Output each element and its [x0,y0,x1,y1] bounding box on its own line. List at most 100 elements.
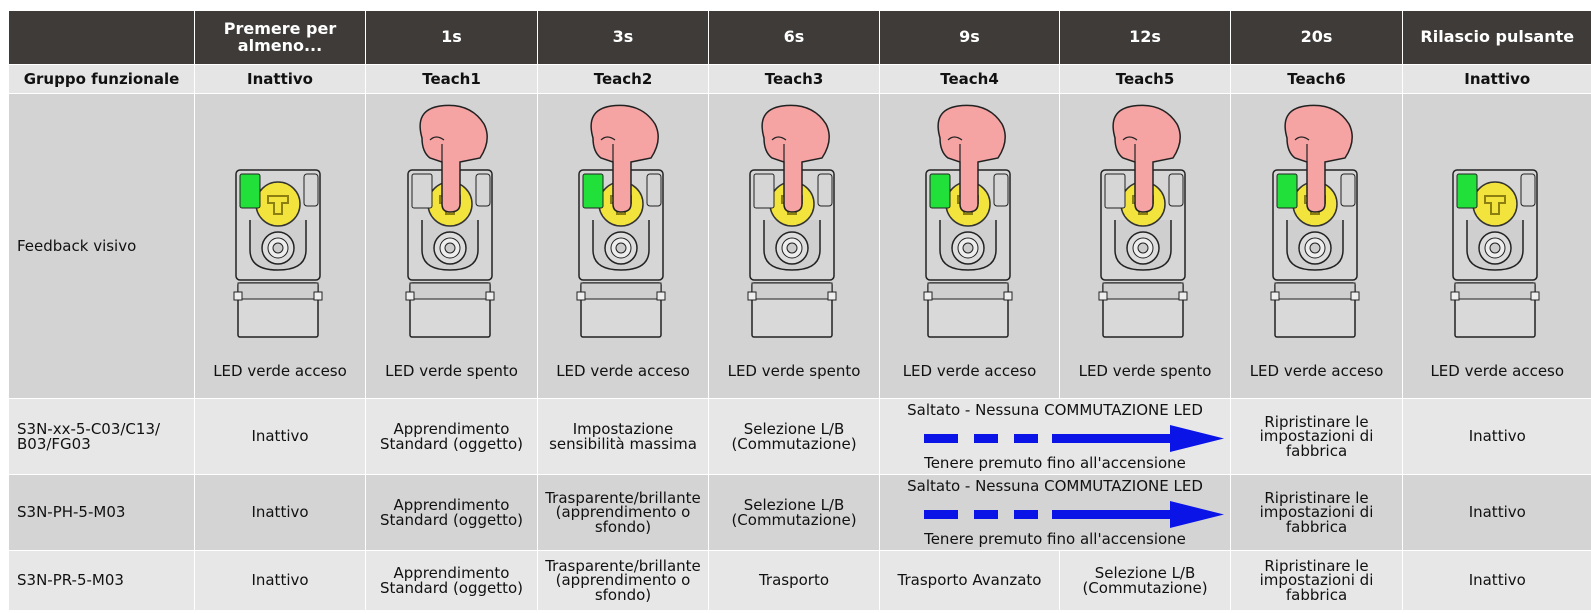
skip-box: Saltato - Nessuna COMMUTAZIONE LED Tenere… [884,476,1226,551]
header-cell: 12s [1059,10,1231,65]
arrow [924,425,1224,452]
subheader-cell: Inattivo [194,64,366,94]
cell: Ripristinare le impostazioni di fabbrica [1230,474,1403,551]
feedback-cell: LED verde spento [1059,93,1231,399]
skip-cell: Saltato - Nessuna COMMUTAZIONE LED Tenere… [879,474,1231,551]
subheader-cell: Inattivo [1402,64,1591,94]
feedback-caption: LED verde acceso [1430,362,1565,380]
arrow-head [1170,501,1224,528]
subheader-cell: Teach6 [1230,64,1403,94]
header-cell: 9s [879,10,1060,65]
led [1456,173,1478,209]
row-label: S3N-xx-5-C03/C13/ B03/FG03 [8,398,195,475]
cell: Trasparente/brillante (apprendimento o s… [537,550,709,610]
cell: Selezione L/B (Commutazione) [1059,550,1231,610]
subheader-cell: Teach5 [1059,64,1231,94]
header-cell: 20s [1230,10,1403,65]
cell: Inattivo [1402,550,1591,610]
row-label: S3N-PH-5-M03 [8,474,195,551]
feedback-caption: LED verde spento [1078,362,1212,380]
device-illustration [922,104,1013,338]
led [1104,173,1126,209]
skip-text: Saltato - Nessuna COMMUTAZIONE LED [907,401,1203,419]
feedback-cell: LED verde acceso [194,93,366,399]
device-illustration [747,104,837,338]
cell: Ripristinare le impostazioni di fabbrica [1230,550,1403,610]
page: Premere per almeno... 1s 3s 6s 9s 12s 20s Rilas… [8,10,1591,610]
device-illustration [404,104,495,338]
feedback-row: Feedback visivo LED verde acceso LED verde… [8,93,1591,399]
header-cell: 3s [537,10,709,65]
arrow-head [1170,425,1224,452]
feedback-cell: LED verde spento [708,93,880,399]
subheader-cell: Teach3 [708,64,880,94]
data-row: S3N-PR-5-M03 Inattivo Apprendimento Standa… [8,550,1591,610]
device-illustration [233,169,323,338]
arrow-dash [1052,434,1172,443]
device-illustration [576,104,666,338]
arrow-dash [924,434,958,443]
cell: Trasporto [708,550,880,610]
cell: Ripristinare le impostazioni di fabbrica [1230,398,1403,475]
feedback-caption: LED verde acceso [213,362,347,380]
feedback-caption: LED verde spento [727,362,861,380]
subheader-cell: Teach4 [879,64,1060,94]
data-row: S3N-PH-5-M03 Inattivo Apprendimento Standa… [8,474,1591,551]
subheader-cell: Teach1 [365,64,538,94]
feedback-caption: LED verde acceso [1249,362,1384,380]
row-label: S3N-PR-5-M03 [8,550,195,610]
feedback-cell: LED verde acceso [1402,93,1591,399]
cell: Selezione L/B (Commutazione) [708,474,880,551]
cell: Inattivo [194,398,366,475]
led [929,173,950,209]
cell: Trasparente/brillante (apprendimento o s… [537,474,709,551]
arrow-dash [1052,510,1172,519]
table: Premere per almeno... 1s 3s 6s 9s 12s 20s Rilas… [8,10,1591,610]
hold-text: Tenere premuto fino all'accensione [924,529,1186,548]
subheader-row: Gruppo funzionale Inattivo Teach1 Teach2 Tea… [8,64,1591,94]
feedback-label: Feedback visivo [8,93,195,399]
cell: Inattivo [194,550,366,610]
cell: Impostazione sensibilità massima [537,398,709,475]
device-illustration [1269,104,1360,338]
feedback-cell: LED verde acceso [537,93,709,399]
header-row: Premere per almeno... 1s 3s 6s 9s 12s 20s Rilas… [8,10,1591,65]
cell: Inattivo [1402,398,1591,475]
corner-cell [8,10,195,65]
header-cell: Rilascio pulsante [1402,10,1591,65]
cell: Inattivo [1402,474,1591,551]
cell: Trasporto Avanzato [879,550,1060,610]
arrow-dash [974,510,998,519]
cell: Selezione L/B (Commutazione) [708,398,880,475]
arrow [924,501,1224,528]
data-row: S3N-xx-5-C03/C13/ B03/FG03 Inattivo Appren… [8,398,1591,475]
skip-text: Saltato - Nessuna COMMUTAZIONE LED [907,477,1203,495]
feedback-caption: LED verde spento [385,362,518,380]
subheader-cell: Teach2 [537,64,709,94]
feedback-cell: LED verde spento [365,93,538,399]
arrow-dash [1014,434,1038,443]
header-cell: Premere per almeno... [194,10,366,65]
led [239,173,261,209]
subheader-label: Gruppo funzionale [8,64,195,94]
header-cell: 1s [365,10,538,65]
cell: Apprendimento Standard (oggetto) [365,474,538,551]
device-illustration [1450,169,1541,338]
device-illustration [1098,104,1188,338]
cell: Inattivo [194,474,366,551]
arrow-dash [924,510,958,519]
cell: Apprendimento Standard (oggetto) [365,398,538,475]
led [1276,173,1297,209]
feedback-cell: LED verde acceso [1230,93,1403,399]
cell: Apprendimento Standard (oggetto) [365,550,538,610]
led [582,173,604,209]
arrow-dash [1014,510,1038,519]
led [753,173,775,209]
skip-box: Saltato - Nessuna COMMUTAZIONE LED Tenere… [884,400,1226,475]
feedback-caption: LED verde acceso [902,362,1037,380]
skip-cell: Saltato - Nessuna COMMUTAZIONE LED Tenere… [879,398,1231,475]
table-body: Premere per almeno... 1s 3s 6s 9s 12s 20s Rilas… [8,10,1591,610]
feedback-cell: LED verde acceso [879,93,1060,399]
led [411,173,432,209]
hold-text: Tenere premuto fino all'accensione [924,453,1186,472]
